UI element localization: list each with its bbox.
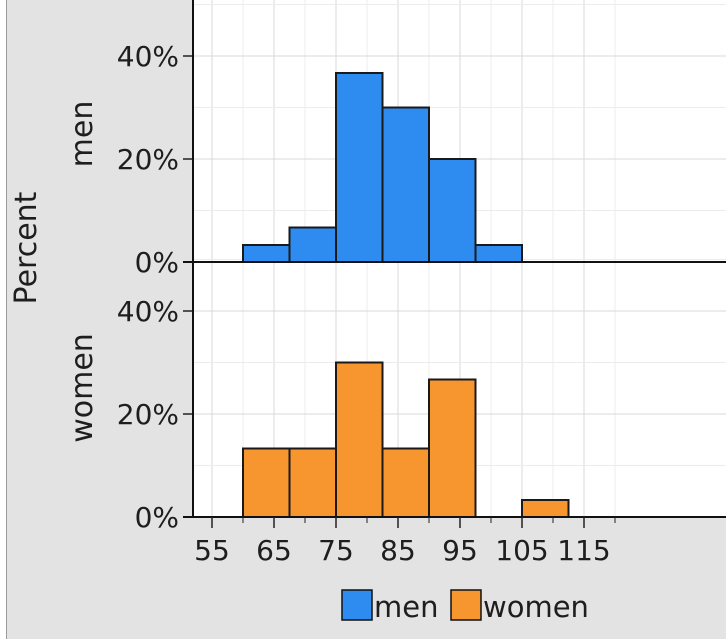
tick-labels-group: 0% 20% 40% 0% 20% 40% 55 65 75 85 95 105 115 [117, 40, 611, 567]
axes-group [183, 0, 726, 528]
x-tick-label: 75 [318, 534, 354, 567]
x-tick-label: 85 [380, 534, 416, 567]
legend: men women [341, 589, 589, 624]
y-tick-label: 40% [117, 295, 179, 328]
legend-swatch-men [341, 589, 373, 621]
bar-men [288, 226, 337, 263]
bars-group [242, 71, 570, 519]
bar-women [335, 361, 384, 518]
legend-label-men: men [374, 590, 438, 624]
y-tick-label: 20% [117, 398, 179, 431]
y-tick-label: 20% [117, 143, 179, 176]
legend-swatch-women [450, 589, 482, 621]
bar-men [335, 71, 384, 264]
bar-men [381, 106, 430, 263]
bar-men [474, 244, 523, 264]
panel-label-men: men [65, 101, 100, 168]
y-tick-label: 40% [117, 40, 179, 73]
panel-label-women: women [65, 333, 100, 443]
bar-women [381, 447, 430, 519]
y-axis-title: Percent [9, 191, 44, 304]
bar-men [428, 158, 477, 263]
x-tick-label: 95 [442, 534, 478, 567]
bar-women [288, 447, 337, 519]
bar-women [521, 499, 570, 519]
bar-men [242, 244, 291, 264]
x-tick-label: 65 [256, 534, 292, 567]
x-tick-label: 105 [495, 534, 548, 567]
x-tick-label: 115 [557, 534, 610, 567]
bar-women [428, 378, 477, 518]
bar-women [242, 447, 291, 519]
y-tick-label: 0% [135, 246, 179, 279]
legend-label-women: women [483, 590, 589, 624]
x-tick-label: 55 [194, 534, 230, 567]
window-left-edge [0, 0, 7, 639]
y-tick-label: 0% [135, 501, 179, 534]
